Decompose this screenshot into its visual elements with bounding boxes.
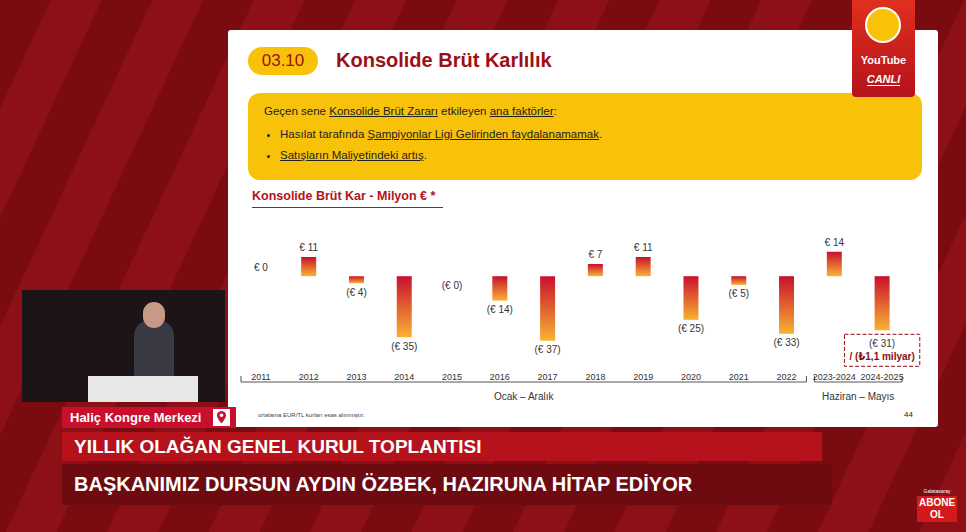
html-text:Konsolide Brüt Kar - Milyon €: Konsolide Brüt Kar - Milyon € *: [252, 189, 436, 203]
svg-text:2024-2025: 2024-2025: [861, 372, 904, 382]
svg-text:(€ 35): (€ 35): [391, 341, 417, 352]
svg-text:(€ 37): (€ 37): [535, 344, 561, 355]
html-text:Konsolide Brüt Karlılık: Konsolide Brüt Karlılık: [336, 49, 552, 71]
svg-text:2023-2024: 2023-2024: [813, 372, 856, 382]
html-text:YILLIK OLAĞAN GENEL KURUL TOPL: YILLIK OLAĞAN GENEL KURUL TOPLANTISI: [74, 436, 482, 457]
svg-text:(€ 31): (€ 31): [869, 338, 895, 349]
html-text:Galatasaray: Galatasaray: [923, 488, 951, 494]
svg-text:€ 11: € 11: [299, 242, 318, 253]
svg-text:2016: 2016: [490, 372, 510, 382]
svg-text:€ 14: € 14: [825, 237, 845, 248]
svg-text:2021: 2021: [729, 372, 749, 382]
html-text:CANLI: CANLI: [866, 73, 901, 85]
svg-text:2013: 2013: [346, 372, 366, 382]
html-text:44: 44: [904, 410, 913, 419]
svg-text:Ocak – Aralık: Ocak – Aralık: [494, 391, 554, 402]
svg-text:(€ 14): (€ 14): [487, 304, 513, 315]
svg-text:(€ 4): (€ 4): [346, 287, 367, 298]
svg-text:(€ 5): (€ 5): [728, 288, 749, 299]
svg-text:(€ 25): (€ 25): [678, 323, 704, 334]
svg-text:2011: 2011: [251, 372, 270, 382]
svg-text:/ (₺1,1 milyar): / (₺1,1 milyar): [849, 351, 914, 362]
svg-text:(€ 0): (€ 0): [442, 280, 463, 291]
svg-text:2022: 2022: [777, 372, 797, 382]
svg-text:2017: 2017: [538, 372, 558, 382]
html-text:03.10: 03.10: [261, 51, 305, 70]
html-text:Haliç Kongre Merkezi: Haliç Kongre Merkezi: [70, 410, 202, 425]
html-text:Geçen sene Konsolide Brüt Zara: Geçen sene Konsolide Brüt Zararı etkiley…: [264, 105, 557, 117]
html-text:Satışların Maliyetindeki artış: Satışların Maliyetindeki artış.: [280, 149, 427, 161]
svg-text:€ 11: € 11: [634, 242, 653, 253]
svg-text:(€ 33): (€ 33): [773, 337, 799, 348]
svg-text:2014: 2014: [394, 372, 414, 382]
svg-text:2018: 2018: [585, 372, 605, 382]
svg-text:Haziran – Mayıs: Haziran – Mayıs: [822, 391, 894, 402]
svg-text:€ 7: € 7: [588, 249, 602, 260]
html-text:ortalama EUR/TL kurları esas a: ortalama EUR/TL kurları esas alınmıştır.: [258, 412, 365, 418]
svg-text:2020: 2020: [681, 372, 701, 382]
html-text:ABONE OL: ABONE OL: [918, 497, 956, 520]
html-text:BAŞKANIMIZ DURSUN AYDIN ÖZBEK,: BAŞKANIMIZ DURSUN AYDIN ÖZBEK, HAZIRUNA …: [74, 473, 693, 495]
html-text:Hasılat tarafında Şampiyonlar: Hasılat tarafında Şampiyonlar Ligi Gelir…: [280, 128, 603, 140]
svg-text:€ 0: € 0: [254, 262, 268, 273]
html-text:YouTube: YouTube: [860, 54, 907, 66]
svg-text:2012: 2012: [299, 372, 319, 382]
svg-text:2019: 2019: [633, 372, 653, 382]
svg-text:2015: 2015: [442, 372, 462, 382]
